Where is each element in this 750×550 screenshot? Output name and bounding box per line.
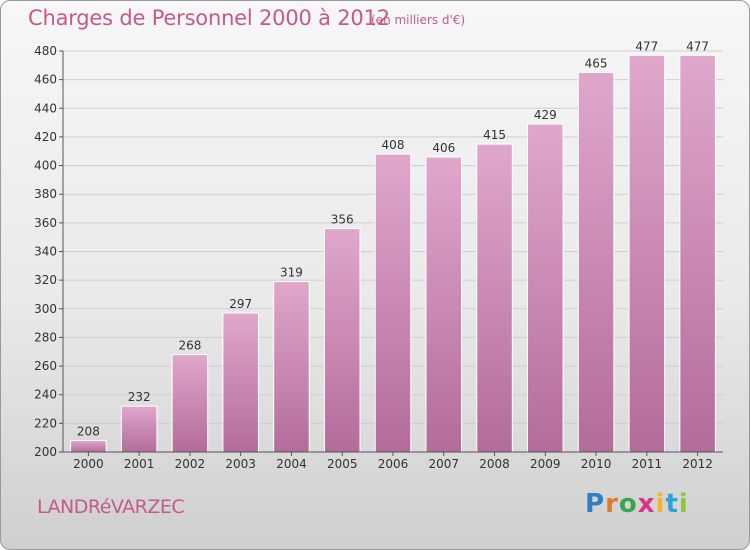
value-label-2006: 408 (382, 138, 405, 152)
value-label-2003: 297 (229, 297, 252, 311)
bar-2001[interactable] (120, 405, 158, 453)
y-tick-label: 480 (34, 44, 57, 58)
chart-subtitle: (en milliers d'€) (371, 13, 466, 27)
value-label-2001: 232 (128, 390, 151, 404)
x-tick-label-2003: 2003 (225, 457, 256, 471)
city-name: LANDRéVARZEC (37, 496, 185, 518)
y-tick-label: 280 (34, 330, 57, 344)
bar-2000[interactable] (70, 440, 107, 453)
y-tick-label: 440 (34, 101, 57, 115)
bar-2006[interactable] (374, 153, 412, 453)
x-tick-label-2007: 2007 (428, 457, 459, 471)
x-tick-label-2004: 2004 (276, 457, 307, 471)
bar-2003[interactable] (222, 312, 259, 453)
x-tick-label-2001: 2001 (124, 457, 155, 471)
proxiti-logo[interactable]: Proxiti (585, 489, 689, 519)
y-tick-label: 240 (34, 388, 57, 402)
x-tick-label-2000: 2000 (73, 457, 104, 471)
chart-title: Charges de Personnel 2000 à 2012 (28, 6, 390, 30)
y-tick-label: 220 (34, 416, 57, 430)
value-label-2012: 477 (686, 39, 709, 53)
y-tick-label: 420 (34, 130, 57, 144)
x-tick-label-2012: 2012 (682, 457, 713, 471)
x-tick-label-2009: 2009 (530, 457, 561, 471)
y-tick-label: 320 (34, 273, 57, 287)
x-tick-label-2005: 2005 (327, 457, 358, 471)
bar-2011[interactable] (628, 54, 666, 453)
value-label-2004: 319 (280, 266, 303, 280)
bar-2009[interactable] (527, 123, 564, 453)
value-label-2007: 406 (432, 141, 455, 155)
bar-2005[interactable] (323, 228, 361, 453)
y-tick-label: 200 (34, 445, 57, 459)
x-tick-label-2008: 2008 (479, 457, 510, 471)
x-tick-label-2006: 2006 (378, 457, 409, 471)
value-label-2010: 465 (585, 56, 608, 70)
x-tick-label-2011: 2011 (632, 457, 663, 471)
bar-2010[interactable] (577, 71, 615, 453)
x-tick-label-2010: 2010 (581, 457, 612, 471)
value-label-2005: 356 (331, 213, 354, 227)
bar-2007[interactable] (425, 156, 463, 453)
bar-2008[interactable] (476, 143, 513, 453)
bar-2004[interactable] (273, 281, 310, 453)
y-tick-label: 400 (34, 159, 57, 173)
y-tick-label: 340 (34, 245, 57, 259)
y-tick-label: 460 (34, 73, 57, 87)
bar-2002[interactable] (171, 354, 209, 453)
y-tick-label: 360 (34, 216, 57, 230)
value-label-2000: 208 (77, 425, 100, 439)
value-label-2009: 429 (534, 108, 557, 122)
x-tick-label-2002: 2002 (175, 457, 206, 471)
y-tick-label: 260 (34, 359, 57, 373)
value-label-2008: 415 (483, 128, 506, 142)
value-label-2011: 477 (635, 39, 658, 53)
value-label-2002: 268 (178, 339, 201, 353)
y-tick-label: 380 (34, 187, 57, 201)
bar-2012[interactable] (679, 54, 716, 453)
y-tick-label: 300 (34, 302, 57, 316)
